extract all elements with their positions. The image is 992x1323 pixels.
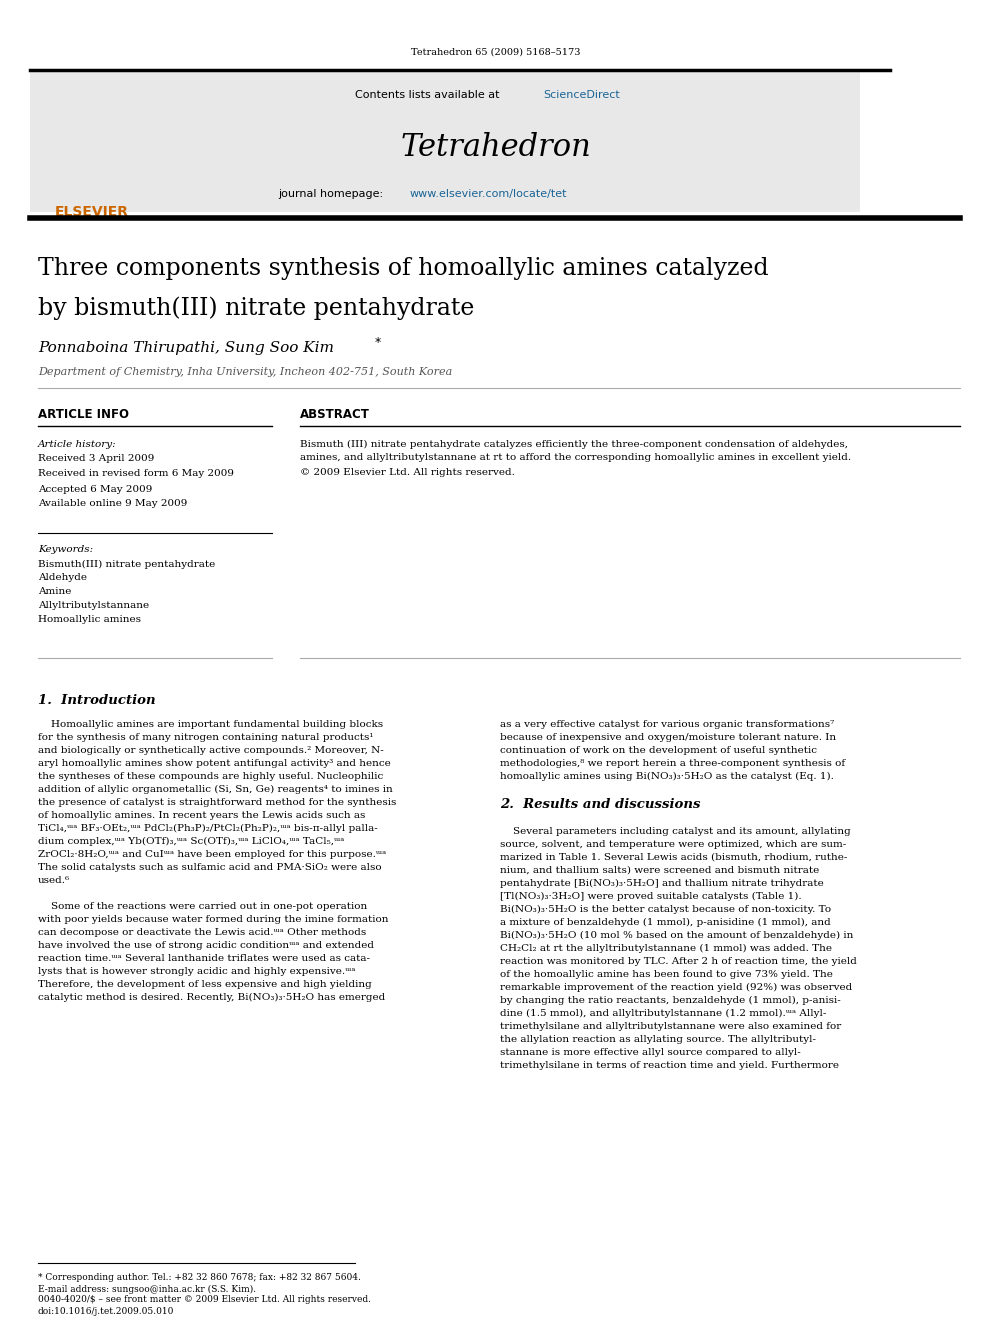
Text: have involved the use of strong acidic conditionᵚᵃ and extended: have involved the use of strong acidic c… xyxy=(38,941,374,950)
Bar xyxy=(30,70,860,212)
Text: for the synthesis of many nitrogen containing natural products¹: for the synthesis of many nitrogen conta… xyxy=(38,733,374,742)
Text: the syntheses of these compounds are highly useful. Nucleophilic: the syntheses of these compounds are hig… xyxy=(38,773,383,781)
Text: Allyltributylstannane: Allyltributylstannane xyxy=(38,602,149,610)
Text: TiCl₄,ᵚᵃ BF₃·OEt₂,ᵚᵃ PdCl₂(Ph₃P)₂/PtCl₂(Ph₂P)₂,ᵚᵃ bis-π-allyl palla-: TiCl₄,ᵚᵃ BF₃·OEt₂,ᵚᵃ PdCl₂(Ph₃P)₂/PtCl₂(… xyxy=(38,824,378,833)
Text: The solid catalysts such as sulfamic acid and PMA·SiO₂ were also: The solid catalysts such as sulfamic aci… xyxy=(38,863,382,872)
Text: journal homepage:: journal homepage: xyxy=(278,189,387,198)
Text: Some of the reactions were carried out in one-pot operation: Some of the reactions were carried out i… xyxy=(38,902,367,912)
Text: Ponnaboina Thirupathi, Sung Soo Kim: Ponnaboina Thirupathi, Sung Soo Kim xyxy=(38,341,339,355)
Text: stannane is more effective allyl source compared to allyl-: stannane is more effective allyl source … xyxy=(500,1048,801,1057)
Text: Amine: Amine xyxy=(38,587,71,597)
Text: the allylation reaction as allylating source. The allyltributyl-: the allylation reaction as allylating so… xyxy=(500,1035,816,1044)
Text: because of inexpensive and oxygen/moisture tolerant nature. In: because of inexpensive and oxygen/moistu… xyxy=(500,733,836,742)
Text: as a very effective catalyst for various organic transformations⁷: as a very effective catalyst for various… xyxy=(500,720,834,729)
Text: E-mail address: sungsoo@inha.ac.kr (S.S. Kim).: E-mail address: sungsoo@inha.ac.kr (S.S.… xyxy=(38,1285,256,1294)
Text: Several parameters including catalyst and its amount, allylating: Several parameters including catalyst an… xyxy=(500,827,851,836)
Text: ABSTRACT: ABSTRACT xyxy=(300,409,370,422)
Text: homoallylic amines using Bi(NO₃)₃·5H₂O as the catalyst (Eq. 1).: homoallylic amines using Bi(NO₃)₃·5H₂O a… xyxy=(500,773,834,781)
Text: and biologically or synthetically active compounds.² Moreover, N-: and biologically or synthetically active… xyxy=(38,746,384,755)
Text: trimethylsilane in terms of reaction time and yield. Furthermore: trimethylsilane in terms of reaction tim… xyxy=(500,1061,839,1070)
Text: source, solvent, and temperature were optimized, which are sum-: source, solvent, and temperature were op… xyxy=(500,840,846,849)
Text: Accepted 6 May 2009: Accepted 6 May 2009 xyxy=(38,484,153,493)
Text: Homoallylic amines: Homoallylic amines xyxy=(38,615,141,624)
Text: continuation of work on the development of useful synthetic: continuation of work on the development … xyxy=(500,746,817,755)
Text: 0040-4020/$ – see front matter © 2009 Elsevier Ltd. All rights reserved.: 0040-4020/$ – see front matter © 2009 El… xyxy=(38,1295,371,1304)
Text: by changing the ratio reactants, benzaldehyde (1 mmol), p-anisi-: by changing the ratio reactants, benzald… xyxy=(500,996,841,1005)
Text: 2.  Results and discussions: 2. Results and discussions xyxy=(500,798,700,811)
Text: methodologies,⁸ we report herein a three-component synthesis of: methodologies,⁸ we report herein a three… xyxy=(500,759,845,767)
Text: Available online 9 May 2009: Available online 9 May 2009 xyxy=(38,500,187,508)
Text: doi:10.1016/j.tet.2009.05.010: doi:10.1016/j.tet.2009.05.010 xyxy=(38,1307,175,1316)
Text: Bi(NO₃)₃·5H₂O (10 mol % based on the amount of benzaldehyde) in: Bi(NO₃)₃·5H₂O (10 mol % based on the amo… xyxy=(500,931,853,941)
Text: ScienceDirect: ScienceDirect xyxy=(543,90,620,101)
Text: * Corresponding author. Tel.: +82 32 860 7678; fax: +82 32 867 5604.: * Corresponding author. Tel.: +82 32 860… xyxy=(38,1273,361,1282)
Text: Homoallylic amines are important fundamental building blocks: Homoallylic amines are important fundame… xyxy=(38,720,383,729)
Text: Keywords:: Keywords: xyxy=(38,545,93,553)
Text: Aldehyde: Aldehyde xyxy=(38,573,87,582)
Text: of the homoallylic amine has been found to give 73% yield. The: of the homoallylic amine has been found … xyxy=(500,970,833,979)
Text: used.⁶: used.⁶ xyxy=(38,876,70,885)
Text: CH₂Cl₂ at rt the allyltributylstannane (1 mmol) was added. The: CH₂Cl₂ at rt the allyltributylstannane (… xyxy=(500,945,832,953)
Text: amines, and allyltributylstannane at rt to afford the corresponding homoallylic : amines, and allyltributylstannane at rt … xyxy=(300,454,851,463)
Text: www.elsevier.com/locate/tet: www.elsevier.com/locate/tet xyxy=(410,189,567,198)
Text: Bi(NO₃)₃·5H₂O is the better catalyst because of non-toxicity. To: Bi(NO₃)₃·5H₂O is the better catalyst bec… xyxy=(500,905,831,914)
Text: Article history:: Article history: xyxy=(38,439,117,448)
Text: © 2009 Elsevier Ltd. All rights reserved.: © 2009 Elsevier Ltd. All rights reserved… xyxy=(300,467,515,476)
Text: by bismuth(III) nitrate pentahydrate: by bismuth(III) nitrate pentahydrate xyxy=(38,296,474,320)
Text: catalytic method is desired. Recently, Bi(NO₃)₃·5H₂O has emerged: catalytic method is desired. Recently, B… xyxy=(38,994,385,1002)
Text: reaction was monitored by TLC. After 2 h of reaction time, the yield: reaction was monitored by TLC. After 2 h… xyxy=(500,957,857,966)
Text: a mixture of benzaldehyde (1 mmol), p-anisidine (1 mmol), and: a mixture of benzaldehyde (1 mmol), p-an… xyxy=(500,918,830,927)
Text: Bismuth(III) nitrate pentahydrate: Bismuth(III) nitrate pentahydrate xyxy=(38,560,215,569)
Text: aryl homoallylic amines show potent antifungal activity³ and hence: aryl homoallylic amines show potent anti… xyxy=(38,759,391,767)
Text: of homoallylic amines. In recent years the Lewis acids such as: of homoallylic amines. In recent years t… xyxy=(38,811,365,820)
Text: Received in revised form 6 May 2009: Received in revised form 6 May 2009 xyxy=(38,470,234,479)
Text: lysts that is however strongly acidic and highly expensive.ᵚᵃ: lysts that is however strongly acidic an… xyxy=(38,967,355,976)
Text: dium complex,ᵚᵃ Yb(OTf)₃,ᵚᵃ Sc(OTf)₃,ᵚᵃ LiClO₄,ᵚᵃ TaCl₅,ᵚᵃ: dium complex,ᵚᵃ Yb(OTf)₃,ᵚᵃ Sc(OTf)₃,ᵚᵃ … xyxy=(38,837,344,847)
Text: nium, and thallium salts) were screened and bismuth nitrate: nium, and thallium salts) were screened … xyxy=(500,867,819,875)
Text: the presence of catalyst is straightforward method for the synthesis: the presence of catalyst is straightforw… xyxy=(38,798,397,807)
Text: 1.  Introduction: 1. Introduction xyxy=(38,693,156,706)
Text: Received 3 April 2009: Received 3 April 2009 xyxy=(38,455,155,463)
Text: Bismuth (III) nitrate pentahydrate catalyzes efficiently the three-component con: Bismuth (III) nitrate pentahydrate catal… xyxy=(300,439,848,448)
Text: Contents lists available at: Contents lists available at xyxy=(355,90,503,101)
Text: *: * xyxy=(375,336,381,348)
Text: with poor yields because water formed during the imine formation: with poor yields because water formed du… xyxy=(38,916,389,923)
Text: ARTICLE INFO: ARTICLE INFO xyxy=(38,409,129,422)
Text: [Tl(NO₃)₃·3H₂O] were proved suitable catalysts (Table 1).: [Tl(NO₃)₃·3H₂O] were proved suitable cat… xyxy=(500,892,802,901)
Text: Tetrahedron 65 (2009) 5168–5173: Tetrahedron 65 (2009) 5168–5173 xyxy=(412,48,580,57)
Text: pentahydrate [Bi(NO₃)₃·5H₂O] and thallium nitrate trihydrate: pentahydrate [Bi(NO₃)₃·5H₂O] and thalliu… xyxy=(500,878,823,888)
Text: ZrOCl₂·8H₂O,ᵚᵃ and CuIᵚᵃ have been employed for this purpose.ᵚᵃ: ZrOCl₂·8H₂O,ᵚᵃ and CuIᵚᵃ have been emplo… xyxy=(38,849,386,859)
Text: addition of allylic organometallic (Si, Sn, Ge) reagents⁴ to imines in: addition of allylic organometallic (Si, … xyxy=(38,785,393,794)
Text: marized in Table 1. Several Lewis acids (bismuth, rhodium, ruthe-: marized in Table 1. Several Lewis acids … xyxy=(500,853,847,863)
Text: can decompose or deactivate the Lewis acid.ᵚᵃ Other methods: can decompose or deactivate the Lewis ac… xyxy=(38,927,366,937)
Text: Tetrahedron: Tetrahedron xyxy=(401,132,591,164)
Text: ELSEVIER: ELSEVIER xyxy=(55,205,129,220)
Text: Department of Chemistry, Inha University, Incheon 402-751, South Korea: Department of Chemistry, Inha University… xyxy=(38,366,452,377)
Text: dine (1.5 mmol), and allyltributylstannane (1.2 mmol).ᵚᵃ Allyl-: dine (1.5 mmol), and allyltributylstanna… xyxy=(500,1009,826,1019)
Text: remarkable improvement of the reaction yield (92%) was observed: remarkable improvement of the reaction y… xyxy=(500,983,852,992)
Text: reaction time.ᵚᵃ Several lanthanide triflates were used as cata-: reaction time.ᵚᵃ Several lanthanide trif… xyxy=(38,954,370,963)
Text: Three components synthesis of homoallylic amines catalyzed: Three components synthesis of homoallyli… xyxy=(38,257,769,279)
Text: trimethylsilane and allyltributylstannane were also examined for: trimethylsilane and allyltributylstannan… xyxy=(500,1021,841,1031)
Text: Therefore, the development of less expensive and high yielding: Therefore, the development of less expen… xyxy=(38,980,372,990)
